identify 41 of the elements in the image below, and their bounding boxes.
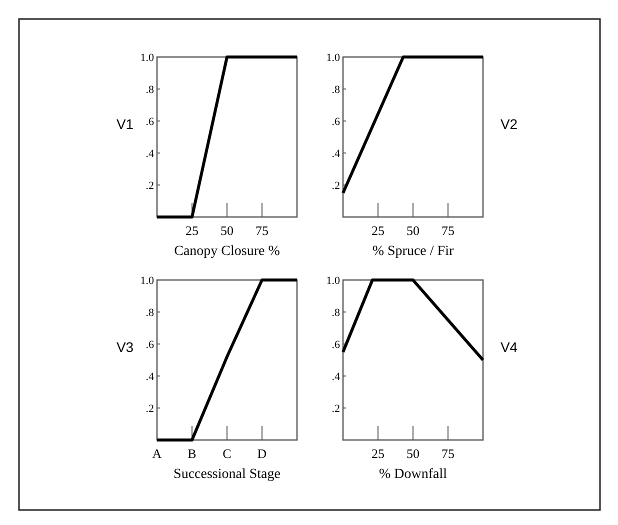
x-axis-title: % Downfall: [378, 467, 448, 482]
x-tick-label: 75: [442, 446, 454, 461]
y-axis-title: V4: [500, 339, 518, 355]
y-tick-label: .6: [146, 116, 154, 128]
x-tick-label: 25: [186, 223, 198, 238]
y-tick-label: .2: [146, 180, 154, 192]
x-axis-title: % Spruce / Fir: [372, 244, 454, 259]
y-tick-label: .2: [332, 180, 340, 192]
x-tick-label: 75: [256, 223, 268, 238]
y-tick-label: .6: [332, 116, 340, 128]
y-axis-title: V2: [500, 116, 518, 132]
y-tick-label: .2: [332, 402, 340, 415]
y-tick-label: .8: [146, 84, 154, 96]
x-tick-label: D: [257, 446, 267, 461]
y-tick-label: .6: [332, 338, 340, 351]
x-tick-label: 50: [406, 223, 420, 238]
x-tick-label: 75: [442, 223, 454, 238]
x-tick-label: C: [222, 446, 232, 461]
y-axis-title: V3: [116, 339, 134, 355]
y-tick-label: .2: [146, 402, 154, 415]
y-tick-label: .6: [146, 338, 154, 351]
y-tick-label: .8: [146, 306, 154, 319]
y-tick-label: 1.0: [326, 274, 340, 287]
y-tick-label: .4: [146, 370, 154, 383]
x-tick-label: 25: [372, 223, 384, 238]
y-tick-label: .8: [332, 84, 340, 96]
x-tick-label: 50: [220, 223, 234, 238]
y-axis-title: V1: [116, 116, 134, 132]
x-tick-label: 50: [406, 446, 420, 461]
x-axis-title: Successional Stage: [174, 467, 280, 482]
y-tick-label: .4: [146, 148, 154, 160]
x-tick-label: 25: [372, 446, 384, 461]
x-axis-title: Canopy Closure %: [174, 244, 280, 259]
y-tick-label: .4: [332, 148, 340, 160]
x-tick-label: B: [188, 446, 197, 461]
x-tick-label: A: [152, 446, 162, 461]
y-tick-label: 1.0: [140, 274, 154, 287]
y-tick-label: .4: [332, 370, 340, 383]
y-tick-label: .8: [332, 306, 340, 319]
y-tick-label: 1.0: [326, 52, 340, 64]
y-tick-label: 1.0: [140, 52, 154, 64]
